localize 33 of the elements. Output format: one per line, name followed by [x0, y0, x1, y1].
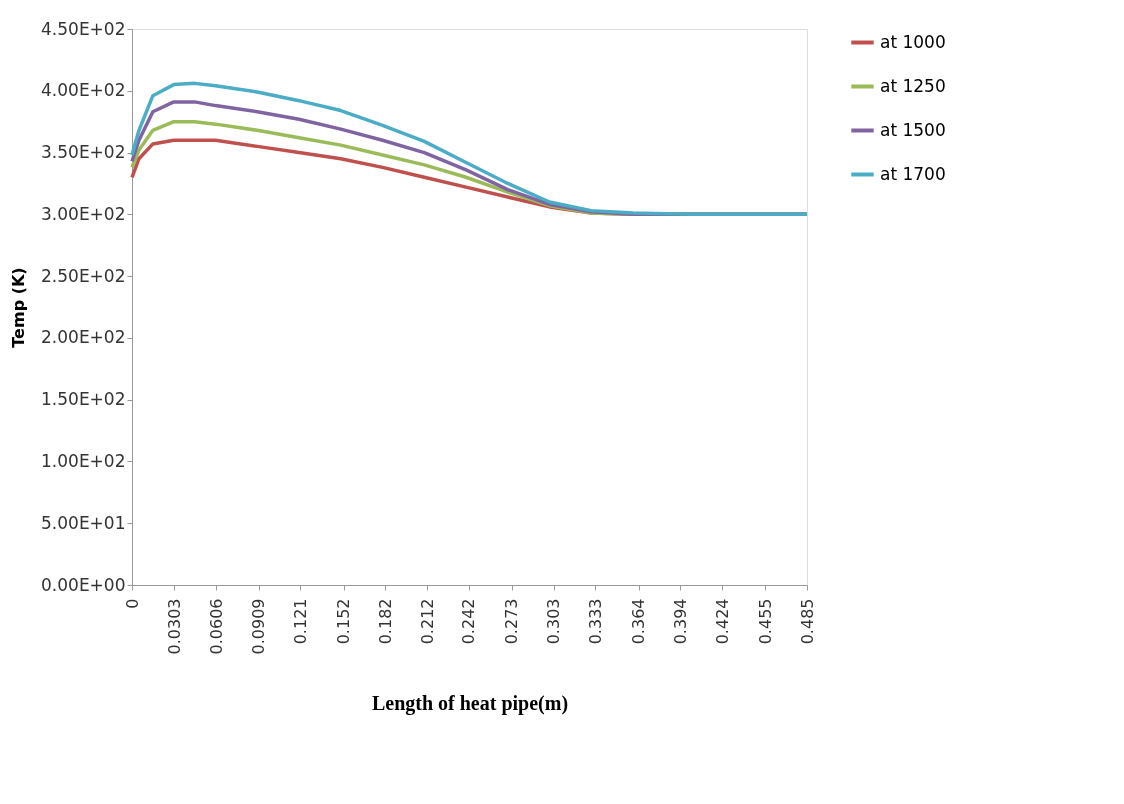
x-tick-label: 0.242 [459, 598, 479, 645]
y-tick-label: 2.00E+02 [41, 327, 126, 348]
x-tick-label: 0.0909 [249, 598, 269, 655]
legend-label: at 1700 [880, 163, 946, 184]
x-tick-label: 0.394 [670, 598, 690, 645]
y-tick-label: 5.00E+01 [41, 512, 126, 533]
x-tick-label: 0.0303 [164, 598, 184, 655]
legend-label: at 1250 [880, 75, 946, 96]
y-tick-label: 1.00E+02 [41, 450, 126, 471]
x-tick-label: 0.152 [334, 598, 354, 645]
x-tick-label: 0.303 [544, 598, 564, 645]
x-tick-label: 0.364 [629, 598, 649, 645]
y-tick-label: 4.00E+02 [41, 80, 126, 101]
x-tick-label: 0.0606 [206, 598, 226, 655]
x-tick-label: 0.121 [290, 598, 310, 645]
x-tick-label: 0.333 [585, 598, 605, 645]
x-tick-label: 0.273 [502, 598, 522, 645]
y-tick-label: 1.50E+02 [41, 389, 126, 410]
y-tick-label: 0.00E+00 [41, 574, 126, 595]
y-axis-title: Temp (K) [9, 267, 29, 348]
x-tick-label: 0.485 [797, 598, 817, 645]
x-tick-label: 0.424 [712, 598, 732, 645]
x-axis-title: Length of heat pipe(m) [371, 692, 569, 716]
x-tick-label: 0.182 [375, 598, 395, 645]
x-tick-label: 0.212 [417, 598, 437, 645]
y-tick-label: 2.50E+02 [41, 265, 126, 286]
y-tick-label: 4.50E+02 [41, 18, 126, 39]
y-tick-label: 3.00E+02 [41, 203, 126, 224]
legend-label: at 1500 [880, 119, 946, 140]
y-tick-label: 3.50E+02 [41, 142, 126, 163]
x-tick-label: 0.455 [755, 598, 775, 645]
x-tick-label: 0 [122, 598, 142, 609]
legend-label: at 1000 [880, 31, 946, 52]
